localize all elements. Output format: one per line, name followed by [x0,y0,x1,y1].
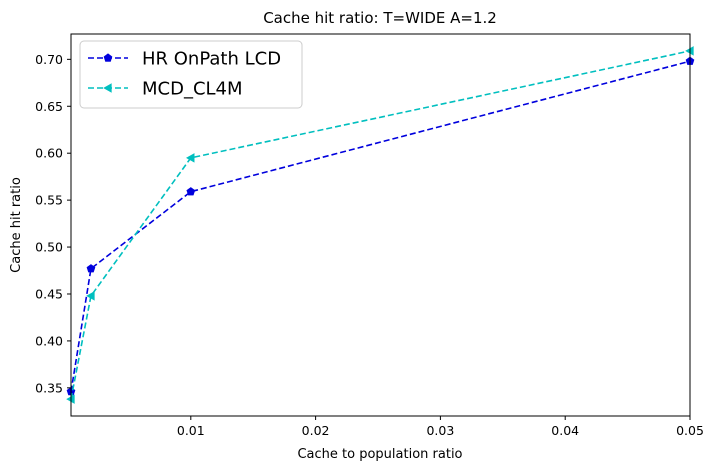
legend-marker-2 [103,83,112,93]
series-line-2 [70,50,691,400]
data-point-series-1 [86,264,96,273]
series-line-1 [70,60,691,392]
data-point-series-2 [86,291,95,301]
y-tick-label: 0.55 [35,193,63,208]
legend-label-1: HR OnPath LCD [142,49,281,70]
y-tick-label: 0.45 [35,286,63,301]
legend-marker-1 [103,53,113,62]
legend-box [79,40,303,109]
chart-title: Cache hit ratio: T=WIDE A=1.2 [263,9,497,27]
x-tick-label: 0.01 [177,423,205,438]
legend: HR OnPath LCD MCD_CL4M [79,40,303,109]
x-tick-label: 0.04 [551,423,579,438]
data-point-series-2 [185,153,195,163]
y-tick-label: 0.40 [35,333,63,348]
x-tick-label: 0.03 [426,423,454,438]
plot-frame [70,33,691,417]
x-tick-label: 0.05 [676,423,704,438]
x-axis-label: Cache to population ratio [297,447,462,462]
x-tick-label: 0.02 [302,423,330,438]
y-axis-label: Cache hit ratio [9,177,24,273]
legend-label-2: MCD_CL4M [142,79,243,100]
x-axis: 0.01 0.02 0.03 0.04 0.05 [177,416,704,438]
y-tick-label: 0.35 [35,380,63,395]
series-layer [66,46,695,404]
y-tick-label: 0.65 [35,99,63,114]
y-tick-label: 0.50 [35,240,63,255]
y-tick-label: 0.60 [35,146,63,161]
y-axis: 0.35 0.40 0.45 0.50 0.55 0.60 0.65 0.70 [35,52,71,395]
data-point-series-1 [186,187,196,196]
y-tick-label: 0.70 [35,52,63,67]
legend-entries: HR OnPath LCD MCD_CL4M [88,49,281,100]
